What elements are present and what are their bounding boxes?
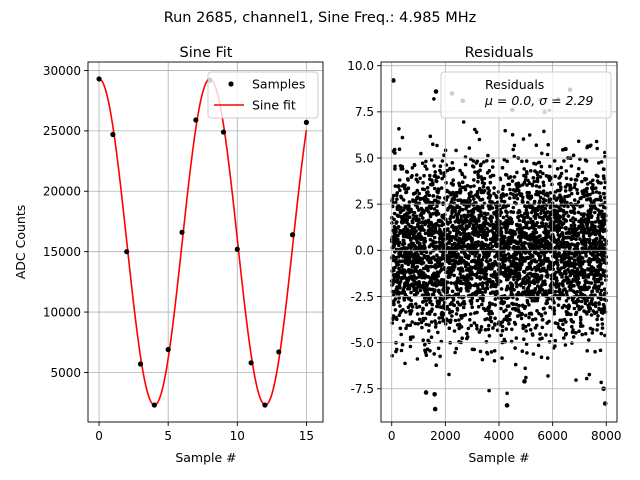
residuals-xtick-label: 6000 bbox=[537, 429, 568, 443]
sample-point bbox=[110, 131, 116, 138]
sample-point bbox=[193, 117, 199, 123]
residual-outlier-point bbox=[433, 89, 439, 94]
residual-outlier-point bbox=[602, 401, 608, 406]
legend-residuals-label: Residuals bbox=[485, 77, 544, 92]
sine-fit-ytick-label: 15000 bbox=[43, 245, 81, 259]
sine-fit-ytick-label: 20000 bbox=[43, 185, 81, 199]
residual-outlier-point bbox=[423, 390, 429, 395]
residual-outlier-point bbox=[522, 379, 527, 384]
sample-point bbox=[137, 361, 144, 367]
residual-outlier-point bbox=[432, 392, 437, 397]
sine-fit-axes-frame bbox=[87, 61, 324, 423]
legend-residuals-stats: μ = 0.0, σ = 2.29 bbox=[484, 93, 593, 108]
sine-fit-ytick-label: 30000 bbox=[43, 64, 81, 78]
sample-point bbox=[179, 229, 185, 235]
sample-point bbox=[124, 249, 130, 255]
sample-point bbox=[165, 346, 171, 353]
sine-fit-xtick-label: 0 bbox=[95, 429, 103, 443]
residual-outlier-point bbox=[432, 406, 438, 412]
residuals-xlabel: Sample # bbox=[468, 450, 529, 465]
residuals-ytick-label: -5.0 bbox=[351, 336, 374, 350]
residuals-legend: Residuals μ = 0.0, σ = 2.29 bbox=[440, 71, 612, 119]
sine-fit-ytick-label: 10000 bbox=[43, 305, 81, 319]
sine-fit-legend: Samples Sine fit bbox=[207, 71, 319, 119]
sine-fit-xtick-label: 15 bbox=[299, 429, 314, 443]
sample-point bbox=[220, 129, 227, 135]
residuals-ytick-label: 10.0 bbox=[347, 59, 374, 73]
residuals-title: Residuals bbox=[465, 45, 534, 61]
sine-fit-ylabel: ADC Counts bbox=[13, 205, 28, 280]
sample-point bbox=[289, 232, 296, 238]
sample-point bbox=[276, 349, 282, 355]
sine-fit-title: Sine Fit bbox=[180, 45, 233, 61]
sample-point bbox=[262, 402, 268, 408]
sine-fit-ytick-label: 5000 bbox=[50, 366, 81, 380]
sample-point bbox=[248, 360, 254, 366]
figure-suptitle: Run 2685, channel1, Sine Freq.: 4.985 MH… bbox=[164, 10, 477, 26]
sine-fit-legend-box bbox=[207, 71, 319, 119]
sample-point bbox=[151, 402, 157, 408]
residuals-legend-box bbox=[440, 71, 612, 119]
residuals-xtick-label: 2000 bbox=[430, 429, 461, 443]
residuals-ytick-label: 2.5 bbox=[355, 197, 374, 211]
legend-sine-fit-label: Sine fit bbox=[252, 98, 296, 113]
residual-outlier-point bbox=[391, 78, 396, 83]
sample-point bbox=[234, 246, 240, 252]
sample-point bbox=[303, 119, 310, 126]
residual-outlier-point bbox=[504, 403, 510, 408]
residuals-xtick-label: 4000 bbox=[484, 429, 515, 443]
residuals-ytick-label: -2.5 bbox=[351, 290, 374, 304]
sine-fit-xtick-label: 5 bbox=[164, 429, 172, 443]
residuals-xtick-label: 0 bbox=[388, 429, 396, 443]
sine-fit-xtick-label: 10 bbox=[230, 429, 245, 443]
sine-fit-ticks: 0 5 10 15 5000 10000 15000 20000 25000 30000 bbox=[43, 64, 314, 443]
sine-fit-panel: Sine Fit 0 5 10 15 5000 10000 15000 20000 25000 3… bbox=[13, 45, 324, 465]
residuals-xtick-label: 8000 bbox=[591, 429, 622, 443]
sample-point bbox=[96, 76, 102, 82]
legend-samples-label: Samples bbox=[252, 77, 305, 92]
sine-fit-plot-area bbox=[96, 76, 310, 408]
sine-fit-ytick-label: 25000 bbox=[43, 124, 81, 138]
legend-samples-marker bbox=[228, 81, 234, 87]
residuals-ytick-label: -7.5 bbox=[351, 382, 374, 396]
residuals-ticks: 0 2000 4000 6000 8000 -7.5 -5.0 -2.5 0.0 2.5 5.0 7.… bbox=[347, 59, 621, 443]
residuals-ytick-label: 5.0 bbox=[355, 151, 374, 165]
residuals-panel: Residuals 0 2000 4000 6000 8000-7.5-5.0-2.50… bbox=[347, 45, 621, 465]
residuals-ytick-label: 7.5 bbox=[355, 105, 374, 119]
sine-fit-curve bbox=[98, 78, 308, 406]
sine-fit-xlabel: Sample # bbox=[175, 450, 236, 465]
residuals-ytick-label: 0.0 bbox=[355, 244, 374, 258]
